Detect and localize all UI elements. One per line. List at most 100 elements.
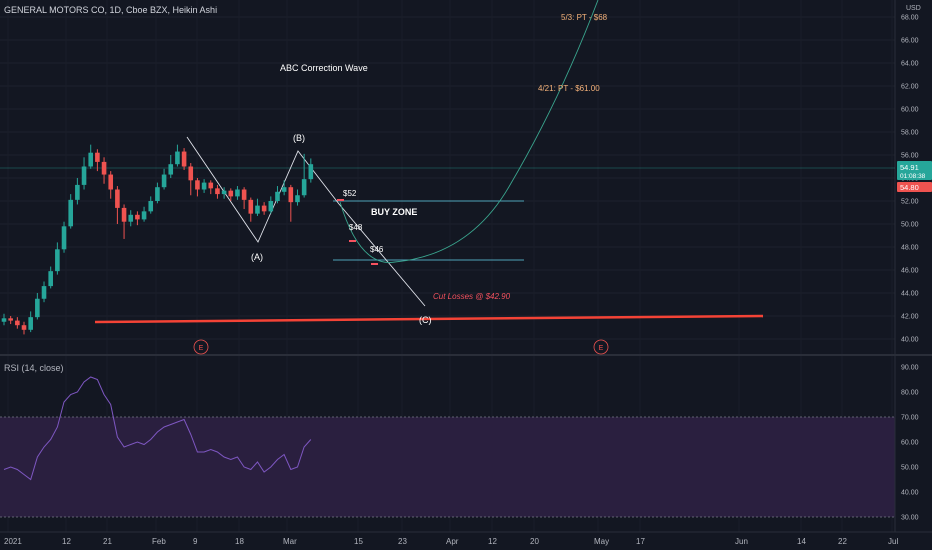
price-tick: 66.00 (901, 38, 919, 45)
level-48-label[interactable]: $48 (349, 223, 363, 232)
candle-body (121, 207, 127, 222)
price-tick: 40.00 (901, 337, 919, 344)
time-tick: 15 (354, 537, 363, 546)
time-tick: 2021 (4, 537, 22, 546)
candle-body (115, 189, 120, 208)
countdown-value: 01:08:38 (900, 173, 926, 180)
candle-body (41, 286, 47, 299)
candle-body (268, 201, 274, 212)
candle-body (95, 152, 100, 162)
rsi-legend[interactable]: RSI (14, close) (4, 363, 64, 373)
candle-body (241, 189, 247, 200)
candle-body (55, 249, 60, 272)
price-tick: 68.00 (901, 15, 919, 22)
earnings-marker-2[interactable]: E (593, 339, 609, 355)
candle-body (141, 211, 147, 220)
rsi-tick: 80.00 (901, 390, 919, 397)
candle-body (148, 201, 154, 212)
time-tick: 21 (103, 537, 112, 546)
projection-curve[interactable] (339, 0, 599, 263)
level-46-label[interactable]: $46 (370, 245, 384, 254)
earnings-marker-1[interactable]: E (193, 339, 209, 355)
wave-c-label[interactable]: (C) (419, 315, 432, 325)
time-tick: 12 (62, 537, 71, 546)
earnings-2-icon: E (599, 345, 604, 352)
time-tick: 18 (235, 537, 244, 546)
time-axis[interactable]: 2021 12 21 Feb 9 18 Mar 15 23 Apr 12 20 May 17 Jun 14 22… (4, 537, 898, 546)
wave-a-label[interactable]: (A) (251, 252, 263, 262)
candle-body (195, 180, 200, 190)
buy-zone-label[interactable]: BUY ZONE (371, 207, 417, 217)
price-tick: 60.00 (901, 107, 919, 114)
rsi-tick: 60.00 (901, 440, 919, 447)
candle-body (201, 182, 207, 190)
candles (1, 144, 314, 335)
rsi-tick: 90.00 (901, 365, 919, 372)
candle-body (161, 174, 167, 188)
abc-wave-path[interactable] (186, 136, 426, 307)
candle-body (235, 189, 240, 197)
price-tick: 64.00 (901, 61, 919, 68)
candle-body (275, 191, 280, 201)
earnings-1-icon: E (199, 345, 204, 352)
time-tick: 22 (838, 537, 847, 546)
candle-body (261, 205, 267, 212)
rsi-tick: 70.00 (901, 415, 919, 422)
price-target-1[interactable]: 4/21: PT - $61.00 (538, 84, 600, 93)
time-tick: Jun (735, 537, 748, 546)
support-line[interactable] (94, 314, 764, 324)
rsi-line (3, 376, 312, 481)
candle-body (128, 214, 134, 222)
candle-body (281, 187, 287, 192)
candle-body (61, 226, 67, 250)
currency-label: USD (906, 5, 921, 12)
price-tick: 42.00 (901, 314, 919, 321)
time-tick: 9 (193, 537, 198, 546)
candle-body (15, 320, 20, 326)
last-price-value: 54.91 (900, 163, 919, 172)
candle-body (155, 187, 160, 201)
price-tick: 58.00 (901, 130, 919, 137)
candle-body (175, 151, 180, 165)
candle-body (35, 298, 40, 318)
candle-body (221, 190, 227, 195)
price-tick: 50.00 (901, 222, 919, 229)
symbol-header[interactable]: GENERAL MOTORS CO, 1D, Cboe BZX, Heikin … (4, 5, 218, 15)
rsi-band (0, 417, 895, 517)
cut-losses-label[interactable]: Cut Losses @ $42.90 (433, 292, 511, 301)
candle-body (255, 205, 260, 214)
wave-title[interactable]: ABC Correction Wave (280, 63, 368, 73)
candle-body (181, 151, 187, 167)
time-tick: 20 (530, 537, 539, 546)
price-tick: 44.00 (901, 291, 919, 298)
price-tick: 52.00 (901, 199, 919, 206)
candle-body (208, 182, 214, 189)
candle-body (168, 164, 174, 175)
candle-body (295, 195, 300, 203)
time-tick: Mar (283, 537, 297, 546)
candle-body (288, 187, 294, 203)
candle-body (75, 184, 80, 200)
price-target-2[interactable]: 5/3: PT - $68 (561, 13, 608, 22)
time-tick: 23 (398, 537, 407, 546)
wave-b-label[interactable]: (B) (293, 133, 305, 143)
level-52-label[interactable]: $52 (343, 189, 357, 198)
price-tick: 62.00 (901, 84, 919, 91)
candle-body (135, 214, 140, 220)
time-tick: Jul (888, 537, 898, 546)
candle-body (301, 179, 307, 196)
candle-body (108, 174, 114, 190)
candle-body (1, 318, 7, 322)
rsi-tick: 50.00 (901, 465, 919, 472)
candle-body (8, 318, 13, 321)
candle-body (101, 161, 107, 175)
candle-body (188, 166, 194, 181)
candle-body (48, 271, 53, 287)
time-tick: 14 (797, 537, 806, 546)
candle-body (68, 199, 73, 227)
prev-price-badge: 54.80 (897, 182, 932, 192)
candle-body (88, 152, 94, 167)
rsi-axis[interactable]: 90.00 80.00 70.00 60.00 50.00 40.00 30.00 (901, 365, 919, 522)
candle-body (248, 199, 254, 214)
